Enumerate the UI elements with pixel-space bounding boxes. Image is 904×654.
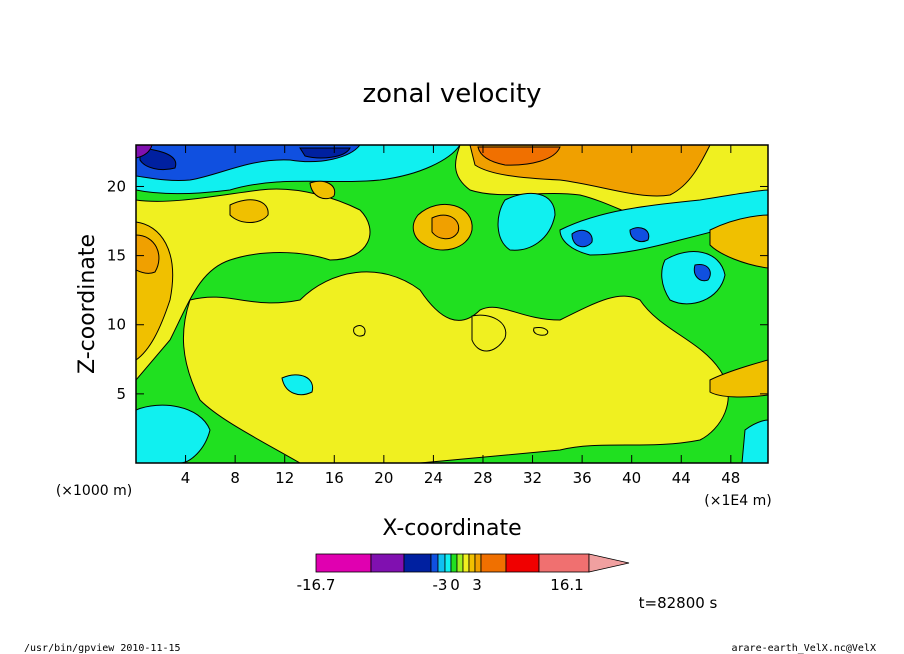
x-unit-right: (×1E4 m) xyxy=(704,493,771,509)
footer-right: arare-earth_VelX.nc@VelX xyxy=(732,643,877,654)
x-tick-label: 24 xyxy=(424,469,443,487)
x-tick-label: 48 xyxy=(721,469,740,487)
x-unit-left: (×1000 m) xyxy=(56,483,132,499)
x-tick-label: 44 xyxy=(672,469,691,487)
field-cyan-lowerright xyxy=(741,419,768,463)
field-yellow-pocket2 xyxy=(533,327,549,336)
field-yellow-pocket1 xyxy=(471,314,507,352)
field-yellow-core xyxy=(183,271,729,463)
field-cyan-smallpatch xyxy=(281,374,314,396)
time-label: t=82800 s xyxy=(639,594,718,612)
colorbar-segment xyxy=(505,553,540,573)
field-yellow-pocket3 xyxy=(353,325,366,337)
field-blue-rightlow xyxy=(693,263,711,282)
colorbar-segment xyxy=(468,553,476,573)
colorbar-segment xyxy=(370,553,405,573)
field-darkorange-left xyxy=(136,234,160,274)
field-navy-topleft xyxy=(139,147,351,171)
field-red-top xyxy=(477,146,561,166)
colorbar xyxy=(315,553,630,573)
x-tick-label: 36 xyxy=(573,469,592,487)
y-axis: 5 10 15 20 xyxy=(107,177,768,403)
colorbar-segment xyxy=(474,553,482,573)
x-tick-label: 16 xyxy=(325,469,344,487)
x-tick-label: 8 xyxy=(230,469,240,487)
colorbar-segment xyxy=(456,553,464,573)
colorbar-segment xyxy=(403,553,432,573)
colorbar-segment xyxy=(538,553,590,573)
y-axis-label: Z-coordinate xyxy=(75,234,100,374)
colorbar-segment xyxy=(444,553,452,573)
chart-title: zonal velocity xyxy=(362,79,541,109)
y-tick-label: 10 xyxy=(107,316,126,334)
field-cyan-rightlow xyxy=(661,251,726,305)
x-tick-label: 20 xyxy=(374,469,393,487)
x-tick-label: 12 xyxy=(275,469,294,487)
colorbar-segment xyxy=(450,553,458,573)
y-tick-label: 20 xyxy=(107,177,126,195)
x-axis: 4 8 12 16 20 24 28 32 36 40 44 48 xyxy=(181,145,740,487)
field-orange-blob2 xyxy=(309,180,336,200)
field-yellow-left xyxy=(136,188,371,381)
y-tick-label: 15 xyxy=(107,247,126,265)
colorbar-extend-arrow xyxy=(588,553,630,573)
footer-left: /usr/bin/gpview 2010-11-15 xyxy=(24,643,181,654)
plot-frame xyxy=(135,144,769,464)
colorbar-segment xyxy=(462,553,470,573)
x-tick-label: 32 xyxy=(523,469,542,487)
colorbar-tick-label: -16.7 xyxy=(297,576,336,594)
colorbar-tick-label: 0 xyxy=(450,576,460,594)
colorbar-segment xyxy=(430,553,439,573)
colorbar-labels: -16.7 -3 0 3 16.1 xyxy=(297,576,584,594)
x-tick-label: 4 xyxy=(181,469,191,487)
colorbar-tick-label: 3 xyxy=(472,576,482,594)
field-blue-spot2 xyxy=(629,227,650,243)
y-tick-label: 5 xyxy=(116,385,126,403)
contour-field xyxy=(136,145,768,463)
field-blue-spot1 xyxy=(571,229,593,248)
colorbar-segment xyxy=(315,553,372,573)
colorbar-segment xyxy=(437,553,446,573)
x-axis-label: X-coordinate xyxy=(382,516,521,541)
field-orange-blob1 xyxy=(229,199,269,223)
field-darkorange-bubble xyxy=(431,214,460,240)
x-tick-label: 28 xyxy=(473,469,492,487)
field-orange-rightlow xyxy=(709,359,768,398)
field-cyan-mid xyxy=(497,192,556,251)
colorbar-tick-label: -3 xyxy=(433,576,448,594)
x-tick-label: 40 xyxy=(622,469,641,487)
colorbar-segment xyxy=(480,553,507,573)
colorbar-tick-label: 16.1 xyxy=(550,576,583,594)
